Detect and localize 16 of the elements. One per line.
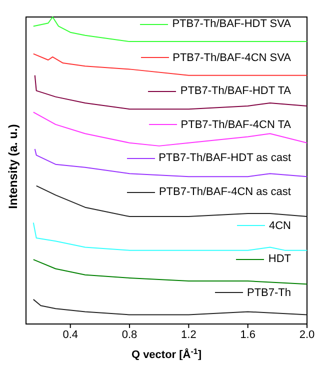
x-tick-label: 1.2 (181, 328, 196, 341)
legend-label: PTB7-Th/BAF-4CN SVA (172, 52, 291, 64)
x-tick-label: 1.6 (240, 328, 256, 341)
legend-label: PTB7-Th/BAF-4CN TA (180, 118, 291, 131)
x-tick-label: 2.0 (299, 328, 315, 341)
x-tick-label: 0.8 (122, 328, 138, 341)
legend-label: HDT (268, 253, 291, 266)
legend-label: PTB7-Th/BAF-HDT as cast (158, 152, 291, 164)
y-axis-title: Intensity (a. u.) (6, 124, 20, 209)
x-tick-label: 0.4 (62, 328, 78, 341)
legend-label: PTB7-Th (246, 286, 291, 299)
legend-label: 4CN (268, 220, 291, 232)
legend-label: PTB7-Th/BAF-4CN as cast (158, 186, 291, 198)
legend-label: PTB7-Th/BAF-HDT SVA (172, 18, 291, 30)
x-axis-title: Q vector [Å$^{-1}$] (131, 346, 202, 361)
legend-label: PTB7-Th/BAF-HDT TA (180, 85, 291, 98)
